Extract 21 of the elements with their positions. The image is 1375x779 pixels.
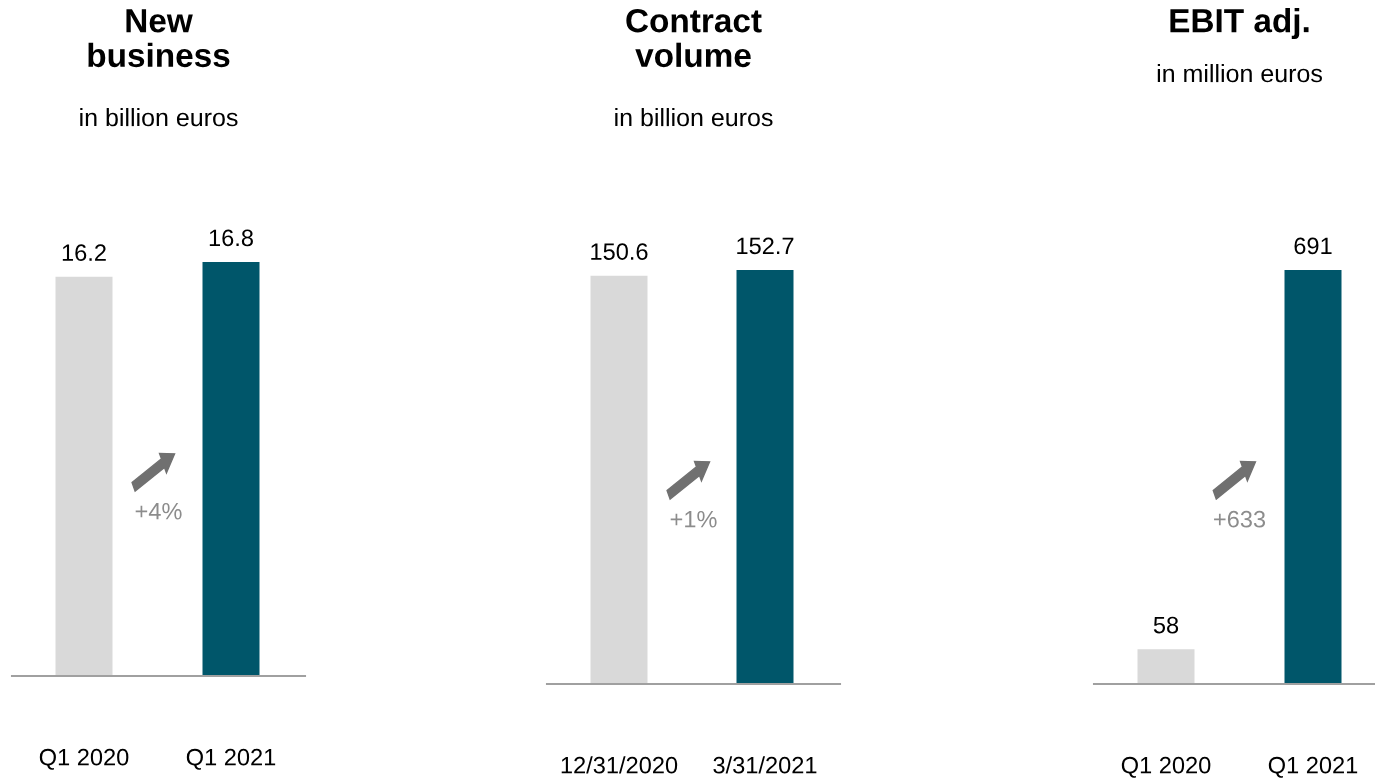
chart-subtitle: in billion euros [615, 108, 773, 127]
data-label: 152.7 [737, 237, 794, 255]
chart-title: EBIT adj. [1170, 8, 1309, 40]
data-label: 58 [1153, 616, 1179, 634]
x-tick-label: Q1 2021 [1268, 756, 1358, 778]
annotation: +1% [670, 510, 717, 528]
x-tick-label: Q1 2020 [1121, 756, 1211, 778]
x-tick-label: 12/31/2020 [561, 756, 678, 774]
data-label: 150.6 [591, 243, 648, 260]
chart-subtitle: in million euros [1157, 64, 1322, 83]
x-tick-label: Q1 2020 [39, 748, 129, 770]
x-tick-label: Q1 2021 [186, 748, 276, 770]
data-label: 16.8 [209, 229, 253, 247]
annotation: +633 [1214, 510, 1266, 528]
x-tick-label: 3/31/2021 [713, 756, 817, 774]
data-label: 16.2 [62, 244, 106, 262]
chart-title: New business [88, 9, 230, 68]
annotation: +4% [135, 502, 182, 520]
chart-subtitle: in billion euros [80, 108, 238, 127]
chart-title: Contract volume [626, 8, 762, 68]
data-label: 691 [1294, 237, 1332, 255]
